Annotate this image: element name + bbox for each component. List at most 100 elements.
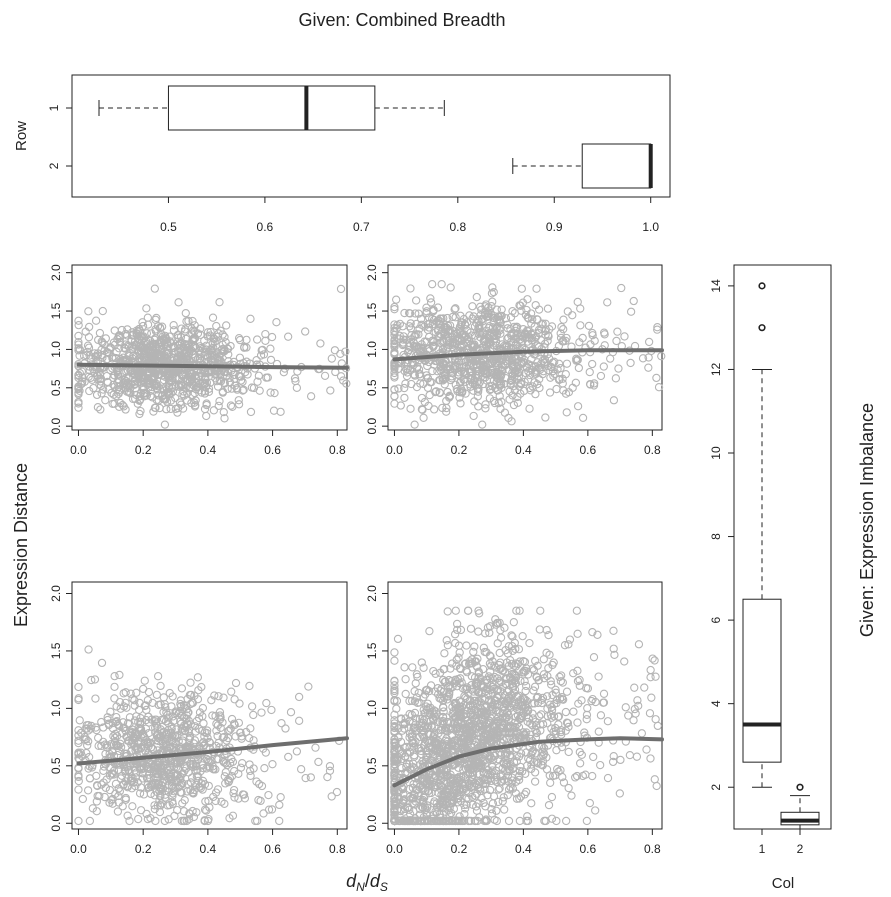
- data-point: [252, 777, 261, 786]
- data-point: [519, 386, 529, 396]
- data-point: [425, 627, 434, 636]
- data-point: [541, 319, 550, 328]
- x-tick-label: 0.2: [135, 443, 152, 457]
- data-point: [77, 728, 86, 738]
- data-point: [507, 355, 517, 364]
- data-point: [252, 356, 261, 365]
- data-point: [638, 354, 648, 363]
- y-tick-label: 1.0: [365, 700, 379, 717]
- data-point: [445, 361, 454, 371]
- data-point: [155, 351, 164, 361]
- data-point: [537, 710, 546, 719]
- data-point: [507, 371, 517, 381]
- data-point: [178, 799, 187, 808]
- data-point: [125, 382, 134, 391]
- x-tick-label: 1.0: [642, 220, 659, 234]
- data-point: [292, 383, 302, 392]
- data-point: [78, 794, 87, 804]
- top-conditioning-boxplot: Row 120.5 0.6 0.7 0.8 0.9 1.0: [13, 74, 671, 234]
- data-point: [245, 766, 255, 776]
- data-point: [535, 383, 544, 393]
- x-tick-label: 0.6: [580, 443, 597, 457]
- data-point: [526, 309, 536, 318]
- data-point: [214, 738, 223, 748]
- data-point: [561, 816, 571, 826]
- data-point: [562, 687, 572, 696]
- data-point: [626, 307, 636, 316]
- data-point: [492, 816, 502, 826]
- data-point: [151, 381, 161, 390]
- data-point: [202, 411, 211, 421]
- data-point: [518, 333, 528, 342]
- data-point: [150, 804, 159, 814]
- data-point: [506, 337, 516, 347]
- data-point: [90, 675, 100, 684]
- data-point: [101, 396, 110, 405]
- data-point: [517, 357, 526, 367]
- data-point: [109, 770, 118, 779]
- data-point: [652, 781, 661, 791]
- data-point: [115, 338, 125, 347]
- data-point: [481, 368, 490, 377]
- data-point: [173, 408, 182, 417]
- data-point: [188, 788, 197, 798]
- data-point: [130, 394, 140, 404]
- data-point: [615, 789, 624, 798]
- data-point: [464, 332, 473, 342]
- data-point: [390, 648, 399, 657]
- data-point: [301, 773, 310, 783]
- data-point: [136, 342, 145, 351]
- data-point: [304, 682, 313, 691]
- data-point: [455, 322, 465, 331]
- data-point: [95, 380, 104, 389]
- data-point: [230, 766, 239, 776]
- data-point: [538, 319, 547, 328]
- data-point: [390, 335, 399, 345]
- data-point: [176, 772, 185, 782]
- data-point: [215, 396, 224, 406]
- data-point: [406, 404, 415, 413]
- data-point: [430, 360, 439, 370]
- data-point: [193, 673, 203, 682]
- data-point: [390, 305, 399, 314]
- data-point: [297, 765, 306, 774]
- data-point: [511, 340, 520, 349]
- data-point: [194, 713, 204, 723]
- data-point: [162, 349, 172, 359]
- data-point: [437, 280, 446, 289]
- data-point: [463, 318, 472, 327]
- data-point: [578, 413, 588, 423]
- data-point: [85, 774, 95, 783]
- data-point: [527, 333, 537, 343]
- data-point: [93, 733, 103, 742]
- data-point: [92, 807, 101, 816]
- data-point: [614, 364, 623, 373]
- data-point: [558, 678, 567, 687]
- data-point: [445, 338, 455, 348]
- data-point: [568, 383, 577, 392]
- panel-content: 0.0 0.2 0.4 0.6 0.80.00.51.01.52.0: [49, 264, 351, 457]
- data-point: [74, 403, 83, 412]
- data-point: [126, 689, 135, 698]
- data-point: [336, 284, 346, 294]
- data-point: [525, 404, 534, 413]
- x-tick-label: 0.6: [264, 443, 281, 457]
- data-point: [637, 729, 647, 738]
- data-point: [231, 678, 241, 688]
- data-point: [112, 712, 121, 722]
- data-point: [154, 396, 163, 405]
- data-point: [169, 321, 178, 330]
- data-point: [474, 627, 483, 636]
- data-point: [390, 320, 399, 329]
- data-point: [543, 336, 552, 346]
- data-point: [121, 688, 130, 697]
- data-point: [540, 355, 550, 364]
- data-point: [440, 380, 449, 389]
- data-point: [314, 757, 323, 767]
- data-point: [106, 707, 115, 716]
- y-tick-label: 1.0: [365, 341, 379, 358]
- data-point: [203, 328, 213, 337]
- data-point: [567, 791, 576, 800]
- y-tick-label: 0.0: [49, 815, 63, 832]
- data-point: [429, 305, 438, 315]
